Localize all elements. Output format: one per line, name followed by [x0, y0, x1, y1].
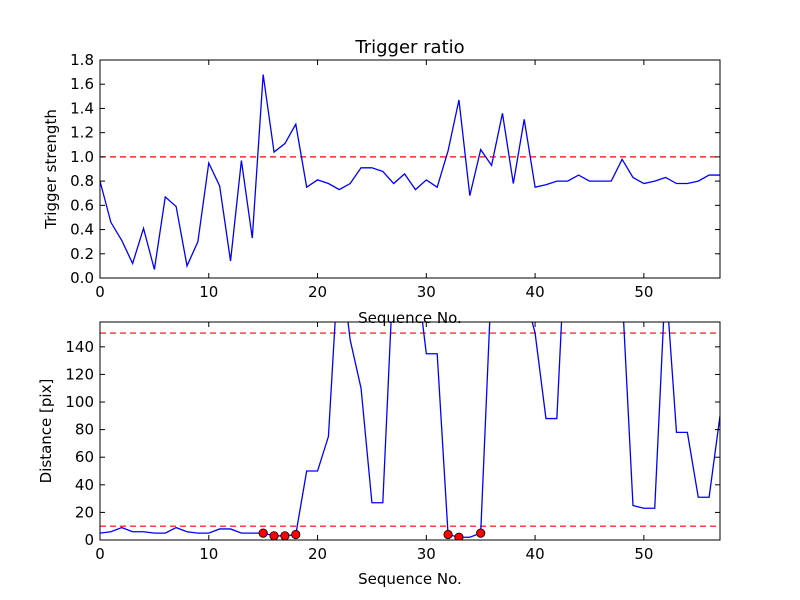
x-tick-label: 30 [417, 283, 436, 301]
data-point-marker [280, 531, 290, 540]
data-point-marker [476, 528, 486, 538]
x-tick-label: 10 [199, 545, 218, 563]
x-tick-label: 40 [526, 545, 545, 563]
y-tick-label: 20 [75, 503, 94, 521]
chart-title: Trigger ratio [354, 37, 464, 58]
y-tick-label: 0.2 [70, 245, 94, 263]
x-tick-label: 20 [308, 545, 327, 563]
y-tick-label: 100 [65, 393, 94, 411]
y-tick-label: 1.0 [70, 148, 94, 166]
y-tick-label: 60 [75, 448, 94, 466]
y-tick-label: 1.2 [70, 124, 94, 142]
series-line [100, 322, 720, 538]
plot-frame [99, 321, 721, 541]
x-tick-label: 30 [417, 545, 436, 563]
y-axis-label: Trigger strength [42, 109, 60, 230]
plot-frame [99, 59, 721, 279]
data-point-marker [443, 529, 453, 540]
y-tick-label: 0.0 [70, 269, 94, 287]
y-tick-label: 40 [75, 476, 94, 494]
y-axis-label: Distance [pix] [37, 379, 55, 484]
x-tick-label: 50 [634, 545, 653, 563]
y-tick-label: 0.4 [70, 221, 94, 239]
x-tick-label: 20 [308, 283, 327, 301]
x-tick-label: 0 [95, 283, 105, 301]
y-tick-label: 140 [65, 338, 94, 356]
y-tick-label: 80 [75, 421, 94, 439]
x-tick-label: 10 [199, 283, 218, 301]
distance-panel: 0 10 20 30 40 50 0 20 40 60 80 100 120 140 Sequence N… [37, 321, 721, 588]
y-tick-label: 1.6 [70, 75, 94, 93]
data-point-marker [258, 528, 268, 538]
series-line [100, 74, 720, 270]
data-point-marker [454, 532, 464, 540]
x-axis-label: Sequence No. [358, 309, 462, 327]
x-tick-label: 0 [95, 545, 105, 563]
x-axis-label: Sequence No. [358, 570, 462, 588]
y-tick-label: 0.8 [70, 172, 94, 190]
data-point-marker [269, 531, 279, 540]
x-tick-label: 40 [526, 283, 545, 301]
x-tick-label: 50 [634, 283, 653, 301]
y-tick-label: 0.6 [70, 196, 94, 214]
data-point-marker [291, 529, 301, 540]
y-tick-label: 1.8 [70, 51, 94, 69]
y-tick-label: 1.4 [70, 99, 94, 117]
trigger-ratio-panel: Trigger ratio 0 10 20 30 40 50 0.0 0.2 0.4 0.6 0.8… [42, 37, 721, 327]
y-tick-label: 0 [84, 531, 94, 549]
y-tick-label: 120 [65, 365, 94, 383]
